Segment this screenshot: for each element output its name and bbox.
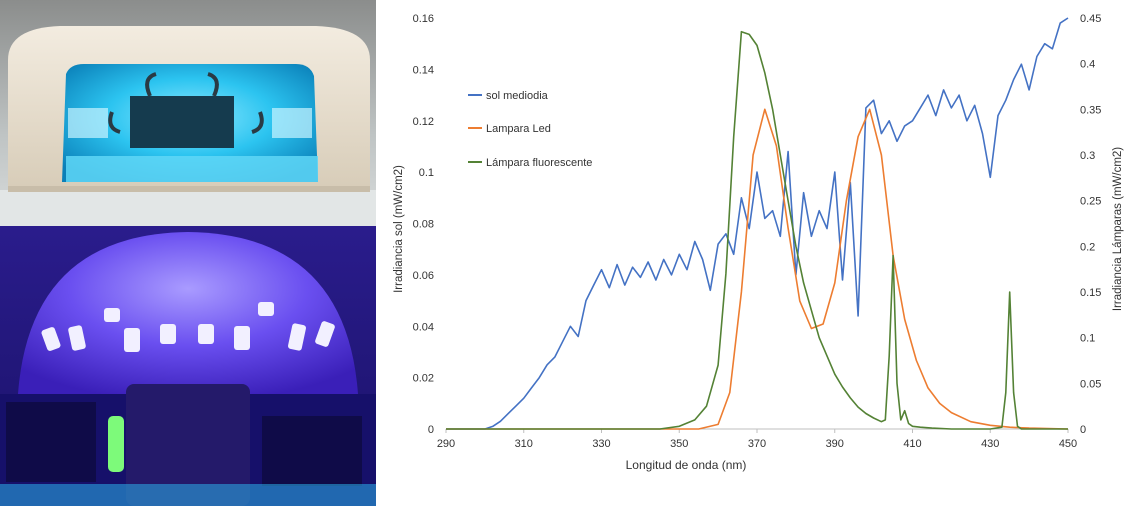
x-tick-label: 430 [981, 438, 999, 450]
y-tick-label: 0.1 [419, 167, 434, 179]
chart-legend: sol mediodia Lampara Led Lámpara fluoresce… [468, 90, 592, 169]
x-tick-label: 410 [903, 438, 921, 450]
y-tick-label: 0 [428, 424, 434, 436]
x-tick-label: 350 [670, 438, 688, 450]
y2-tick-label: 0.15 [1080, 287, 1101, 299]
y2-tick-label: 0.1 [1080, 333, 1095, 345]
y2-tick-label: 0.25 [1080, 196, 1101, 208]
chart-series-lines [446, 17, 1069, 430]
y2-tick-label: 0 [1080, 424, 1086, 436]
series-line-lampara-led [446, 108, 1069, 430]
uv-nail-lamp-photo [0, 0, 376, 226]
uv-dome-lamp-photo [0, 226, 376, 506]
y-tick-label: 0.06 [413, 270, 434, 282]
y2-axis-label: Irradiancia Lámparas (mW/cm2) [1112, 147, 1124, 311]
series-line-sol-mediodia [446, 17, 1069, 430]
x-axis-label: Longitud de onda (nm) [626, 458, 747, 472]
y-tick-label: 0.02 [413, 373, 434, 385]
y2-tick-label: 0.3 [1080, 150, 1095, 162]
y-tick-label: 0.08 [413, 219, 434, 231]
legend-label: sol mediodia [486, 90, 549, 102]
irradiance-chart: 290 310 330 350 370 390 410 430 45000.020.040.06… [393, 13, 1124, 472]
y2-tick-label: 0.35 [1080, 104, 1101, 116]
y2-tick-label: 0.4 [1080, 59, 1095, 71]
x-tick-label: 290 [437, 438, 455, 450]
y2-tick-label: 0.05 [1080, 378, 1101, 390]
y2-tick-label: 0.45 [1080, 13, 1101, 25]
chart-axes: 290 310 330 350 370 390 410 430 45000.020.040.06… [413, 13, 1102, 450]
chart-area: 290 310 330 350 370 390 410 430 450 0 0.02 0.04 0.06… [378, 0, 1132, 506]
x-tick-label: 330 [592, 438, 610, 450]
y2-tick-label: 0.2 [1080, 241, 1095, 253]
legend-label: Lámpara fluorescente [486, 157, 592, 169]
x-tick-label: 370 [748, 438, 766, 450]
series-line-lampara-fluorescente [446, 30, 1068, 430]
y-tick-label: 0.04 [413, 321, 434, 333]
x-tick-label: 450 [1059, 438, 1077, 450]
y-tick-label: 0.12 [413, 116, 434, 128]
y-tick-label: 0.16 [413, 13, 434, 25]
legend-label: Lampara Led [486, 123, 551, 135]
x-tick-label: 390 [826, 438, 844, 450]
y-axis-label: Irradiancia sol (mW/cm2) [393, 165, 405, 293]
x-tick-label: 310 [515, 438, 533, 450]
y-tick-label: 0.14 [413, 64, 434, 76]
